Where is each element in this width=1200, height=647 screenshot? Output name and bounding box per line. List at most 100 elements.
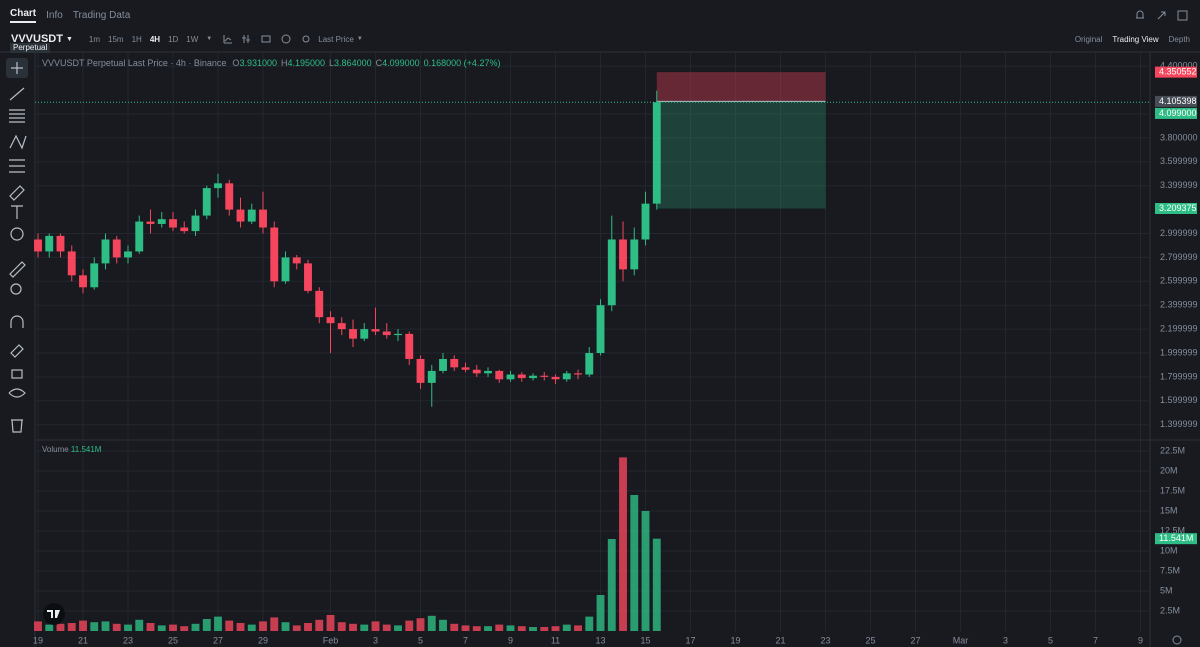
volume-bar <box>79 620 87 631</box>
volume-bar <box>34 621 42 631</box>
interval-menu[interactable]: ▼ <box>206 36 213 42</box>
legend-title: VVVUSDT Perpetual Last Price · 4h · Bina… <box>42 58 227 68</box>
candle-body <box>574 373 582 375</box>
tool-icons[interactable] <box>222 33 312 45</box>
candle-body <box>112 239 121 258</box>
last-price-box <box>1155 107 1197 119</box>
candle-body <box>607 239 616 306</box>
chart-tools[interactable] <box>222 33 312 45</box>
x-tick-label: Feb <box>323 635 339 645</box>
candle-body <box>461 367 470 370</box>
ohlc-value: 4.195000 <box>287 58 326 68</box>
view-option[interactable]: Original <box>1074 34 1103 44</box>
legend: VVVUSDT Perpetual Last Price · 4h · Bina… <box>42 58 500 68</box>
volume-bar <box>146 623 155 631</box>
candle-body <box>45 235 54 252</box>
volume-tick-label: 20M <box>1160 465 1178 475</box>
y-tick-label: 3.599999 <box>1160 156 1198 166</box>
stop-zone <box>656 72 826 102</box>
tab[interactable]: Trading Data <box>72 9 131 21</box>
emoji-tool[interactable] <box>10 227 24 241</box>
zoom-tool[interactable] <box>10 283 22 295</box>
interval[interactable]: 1m <box>88 34 101 44</box>
candle-body <box>652 102 661 204</box>
candle-body <box>191 215 200 232</box>
volume-bar <box>236 623 245 631</box>
delete-tool[interactable] <box>11 419 23 433</box>
interval[interactable]: 1D <box>168 34 179 44</box>
eye-tool[interactable] <box>8 388 26 398</box>
y-tick-label: 3.800000 <box>1160 132 1198 142</box>
x-tick-label: 25 <box>866 635 876 645</box>
pattern-tool[interactable] <box>9 134 27 150</box>
brush-tool[interactable] <box>9 185 25 201</box>
candle-body <box>585 353 594 375</box>
volume-bar <box>360 624 369 631</box>
volume-bar <box>630 495 639 631</box>
volume-tick-label: 15M <box>1160 505 1178 515</box>
entry-price-box <box>1155 95 1197 107</box>
lock-tool[interactable] <box>11 369 23 379</box>
interval[interactable]: 1W <box>186 34 199 44</box>
x-tick-label: 7 <box>1093 635 1098 645</box>
volume-bar <box>495 624 504 631</box>
y-tick-label: 2.399999 <box>1160 300 1198 310</box>
candle-body <box>416 358 425 383</box>
settings-button[interactable] <box>1172 635 1182 645</box>
candle-body <box>540 375 549 377</box>
fib-tool[interactable] <box>9 109 25 123</box>
candle-body <box>79 275 87 288</box>
text-tool[interactable] <box>11 205 23 219</box>
tv-logo-mark <box>47 610 60 618</box>
y-tick-label: 2.199999 <box>1160 323 1198 333</box>
interval[interactable]: 15m <box>108 34 124 44</box>
volume-bar <box>45 624 54 631</box>
ruler-tool[interactable] <box>9 261 26 278</box>
candle-body <box>202 188 211 216</box>
volume-bar <box>416 618 425 631</box>
x-tick-label: 29 <box>258 635 268 645</box>
candle-body <box>259 209 267 228</box>
tab[interactable]: Chart <box>10 8 37 23</box>
y-tick-label: 1.399999 <box>1160 419 1198 429</box>
x-tick-label: Mar <box>953 635 969 645</box>
price-type-caret[interactable]: ▼ <box>356 36 363 42</box>
ohlc-key: O <box>232 58 240 68</box>
symbol[interactable]: VVVUSDT <box>11 33 63 45</box>
view-option[interactable]: Trading View <box>1112 34 1159 44</box>
target-price-box <box>1155 202 1197 214</box>
candle-body <box>394 333 402 336</box>
y-tick-label: 2.999999 <box>1160 228 1198 238</box>
volume-bar <box>157 625 166 631</box>
volume-tick-label: 10M <box>1160 545 1178 555</box>
view-option[interactable]: Depth <box>1168 34 1190 44</box>
candle-body <box>225 183 234 210</box>
crosshair-tool[interactable] <box>11 62 23 74</box>
volume-tick-label: 22.5M <box>1160 445 1185 455</box>
candle-body <box>630 239 639 270</box>
position-tool[interactable] <box>9 159 25 173</box>
candle-body <box>34 239 42 252</box>
last-price-label: 4.099000 <box>1159 108 1197 118</box>
symbol-caret[interactable]: ▼ <box>65 35 73 43</box>
candle-body <box>180 227 189 232</box>
tab[interactable]: Info <box>46 9 63 21</box>
top-icons[interactable] <box>1132 8 1190 22</box>
volume-bar <box>652 538 661 631</box>
magnet-tool[interactable] <box>10 315 24 328</box>
volume-bar <box>619 457 627 631</box>
volume-tick-label: 17.5M <box>1160 485 1185 495</box>
interval[interactable]: 4H <box>149 34 161 44</box>
volume-bar <box>101 621 110 631</box>
interval[interactable]: 1H <box>131 34 142 44</box>
candle-body <box>292 257 301 264</box>
lock-draw-tool[interactable] <box>10 344 24 358</box>
ohlc-value: 3.931000 <box>239 58 277 68</box>
price-type[interactable]: Last Price <box>318 34 354 44</box>
candle-body <box>450 358 459 368</box>
x-tick-label: 27 <box>911 635 921 645</box>
volume-bar <box>427 615 436 631</box>
candle-body <box>146 221 155 224</box>
candle-body <box>67 251 76 276</box>
line-tool[interactable] <box>9 87 25 101</box>
